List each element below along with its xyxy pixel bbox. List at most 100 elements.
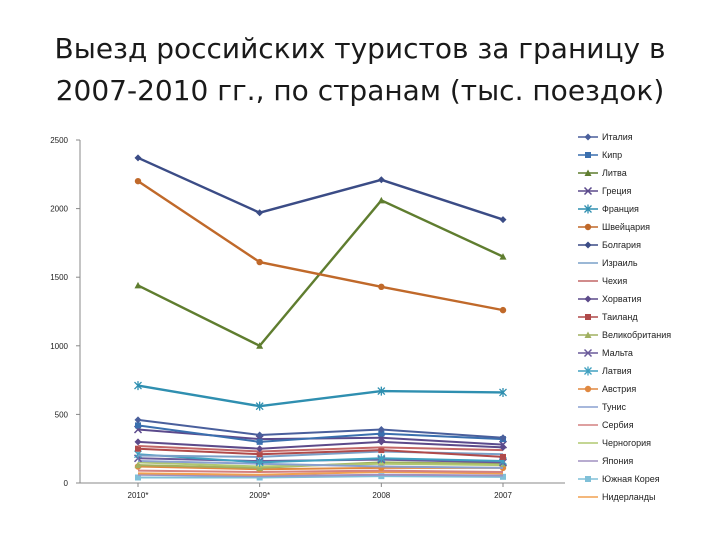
legend-label: Мальта: [602, 348, 633, 358]
legend-item: Кипр: [578, 146, 718, 164]
data-point: [135, 474, 141, 481]
chart-legend: Италия Кипр Литва Греция Франция Швейцария Бол…: [578, 128, 718, 506]
legend-marker: [585, 476, 591, 482]
data-point: [256, 431, 264, 439]
series-line: [137, 440, 504, 450]
series-19: [137, 473, 504, 478]
data-point: [256, 464, 264, 471]
chart-axes: [79, 140, 565, 484]
legend-swatch: [578, 223, 598, 231]
data-point: [378, 473, 385, 480]
legend-item: Тунис: [578, 398, 718, 416]
series-line: [137, 453, 504, 464]
data-point: [377, 453, 386, 463]
series-line: [137, 418, 504, 439]
data-point: [499, 387, 507, 397]
data-point: [135, 445, 141, 452]
series-line: [137, 198, 504, 348]
legend-swatch: [578, 262, 598, 264]
legend-item: Швейцария: [578, 218, 718, 236]
series-line: [137, 471, 504, 476]
legend-item: Мальта: [578, 344, 718, 362]
legend-swatch: [578, 406, 598, 408]
series-9: [137, 444, 504, 453]
series-line: [137, 156, 504, 221]
chart-series: [133, 154, 508, 481]
series-line: [138, 475, 504, 479]
data-point: [256, 209, 264, 217]
legend-label: Кипр: [602, 150, 623, 160]
legend-item: Хорватия: [578, 290, 718, 308]
series-line: [137, 447, 504, 458]
legend-marker: [584, 331, 592, 338]
data-point: [255, 457, 264, 467]
series-3: [134, 196, 507, 349]
series-5: [134, 381, 507, 411]
data-point: [377, 176, 385, 184]
legend-label: Чехия: [602, 276, 628, 286]
legend-item: Франция: [578, 200, 718, 218]
data-point: [499, 434, 507, 442]
legend-marker: [584, 385, 592, 393]
x-tick-label: 2007: [494, 491, 512, 500]
data-point: [377, 386, 386, 396]
data-point: [378, 430, 385, 437]
series-20: [135, 473, 506, 481]
data-point: [499, 253, 507, 260]
data-point: [134, 154, 142, 162]
legend-swatch: [578, 496, 598, 498]
legend-swatch: [578, 424, 598, 426]
y-tick-label: 1500: [50, 273, 68, 282]
data-point: [134, 416, 142, 424]
series-line: [137, 460, 504, 469]
legend-swatch: [578, 331, 598, 338]
legend-label: Австрия: [602, 384, 637, 394]
legend-swatch: [578, 169, 598, 176]
legend-swatch: [578, 152, 598, 158]
legend-swatch: [578, 460, 598, 462]
series-line: [137, 444, 504, 453]
legend-marker: [584, 169, 592, 176]
data-point: [378, 283, 385, 291]
series-11: [135, 445, 506, 460]
legend-marker: [583, 186, 593, 196]
data-point: [498, 440, 508, 449]
legend-label: Сербия: [602, 420, 634, 430]
legend-swatch: [578, 241, 598, 249]
data-point: [134, 381, 142, 391]
legend-item: Таиланд: [578, 308, 718, 326]
legend-label: Израиль: [602, 258, 638, 268]
legend-item: Великобритания: [578, 326, 718, 344]
x-tick-label: 2010*: [128, 491, 149, 500]
legend-label: Франция: [602, 204, 639, 214]
data-point: [500, 453, 506, 460]
legend-marker: [585, 152, 591, 158]
legend-marker: [584, 133, 592, 141]
data-point: [256, 258, 263, 266]
legend-label: Болгария: [602, 240, 641, 250]
x-tick-label: 2008: [372, 491, 390, 500]
legend-item: Япония: [578, 452, 718, 470]
chart-ticks: 0 500 1000 1500 2000 2500 2010* 2009* 2008 2007: [50, 136, 512, 500]
data-point: [256, 438, 263, 445]
y-tick-label: 2500: [50, 136, 68, 145]
legend-item: Италия: [578, 128, 718, 146]
legend-item: Нидерланды: [578, 488, 718, 506]
data-point: [134, 438, 142, 446]
legend-marker: [583, 348, 593, 358]
series-line: [137, 469, 504, 474]
legend-swatch: [578, 442, 598, 444]
legend-swatch: [578, 385, 598, 393]
legend-item: Чехия: [578, 272, 718, 290]
series-7: [134, 154, 507, 224]
data-point: [134, 177, 142, 185]
data-point: [499, 216, 507, 224]
legend-label: Италия: [602, 132, 633, 142]
series-line: [137, 180, 504, 312]
legend-item: Болгария: [578, 236, 718, 254]
legend-label: Хорватия: [602, 294, 642, 304]
legend-swatch: [578, 295, 598, 303]
data-point: [377, 196, 385, 204]
legend-marker: [584, 204, 592, 214]
